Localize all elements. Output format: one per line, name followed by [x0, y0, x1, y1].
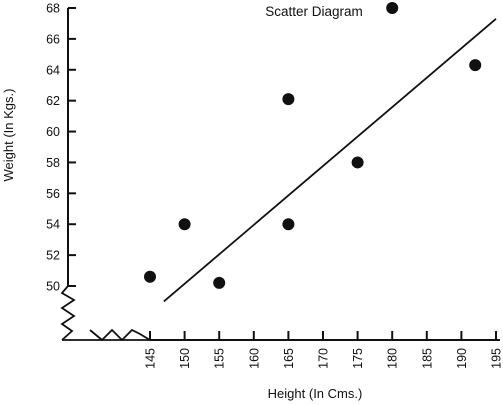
y-axis-title: Weight (In Kgs.): [1, 89, 16, 182]
x-tick-label: 175: [351, 348, 365, 369]
x-tick-label: 165: [282, 348, 296, 369]
x-tick-label: 195: [490, 348, 503, 369]
trend-line: [163, 18, 497, 303]
y-tick-label: 64: [46, 63, 60, 77]
axes: [60, 8, 500, 342]
data-point: [386, 2, 399, 14]
x-axis-title: Height (In Cms.): [268, 386, 363, 401]
data-point: [469, 59, 482, 72]
y-tick-label: 60: [46, 125, 60, 139]
data-point: [213, 276, 226, 289]
y-tick-label: 58: [46, 156, 60, 170]
y-axis-break: [60, 285, 76, 341]
y-tick-label: 68: [46, 2, 60, 16]
y-tick-label: 52: [46, 249, 60, 263]
x-tick-label: 160: [247, 348, 261, 369]
y-tick-label: 62: [46, 94, 60, 108]
y-tick-label: 54: [46, 218, 60, 232]
x-ticks: 145 150 155 160 165 170 175 180 185 190 195: [144, 331, 503, 369]
data-point: [282, 93, 295, 106]
y-ticks: 50 52 54 56 58 60 62 64 66 68: [46, 2, 76, 294]
x-axis-break: [89, 328, 151, 342]
y-tick-label: 56: [46, 187, 60, 201]
y-tick-label: 50: [46, 280, 60, 294]
x-tick-label: 155: [213, 348, 227, 369]
x-tick-label: 190: [455, 348, 469, 369]
points-layer: [144, 2, 482, 289]
data-point: [282, 218, 295, 231]
chart-title: Scatter Diagram: [265, 4, 363, 19]
trend-layer: [163, 18, 497, 303]
data-point: [351, 156, 364, 169]
data-point: [178, 218, 191, 231]
x-tick-label: 180: [386, 348, 400, 369]
y-tick-label: 66: [46, 32, 60, 46]
x-tick-label: 185: [420, 348, 434, 369]
data-point: [144, 270, 156, 283]
x-tick-label: 150: [178, 348, 192, 369]
x-tick-label: 145: [144, 348, 158, 369]
x-tick-label: 170: [317, 348, 331, 369]
